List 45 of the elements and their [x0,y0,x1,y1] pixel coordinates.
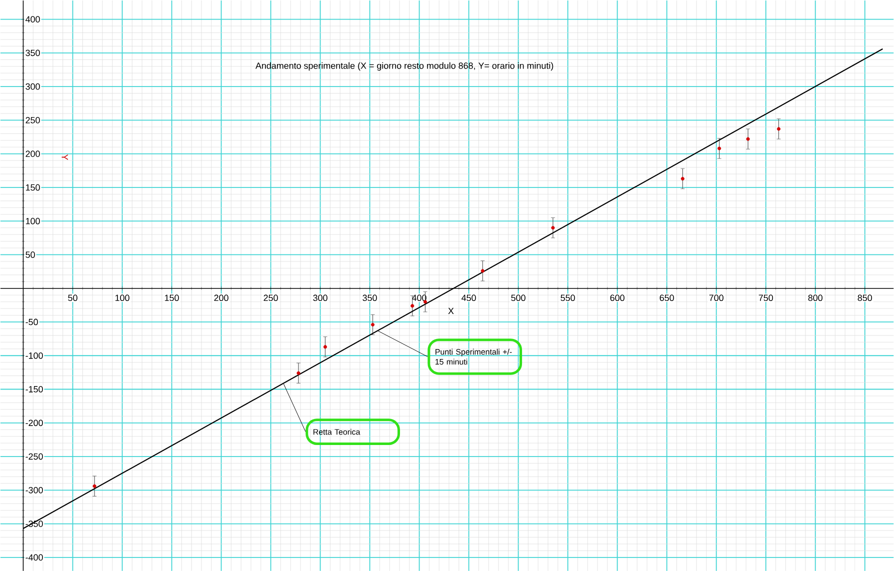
point [718,146,722,150]
y-tick-label: 50 [26,251,35,258]
x-tick-label: 550 [560,294,575,301]
x-tick-label: 50 [68,294,78,301]
y-tick-label: -150 [26,386,43,392]
y-tick-label: 250 [26,116,40,124]
y-tick-label: -250 [26,453,43,460]
point [92,484,96,488]
x-tick-label: 200 [214,294,228,301]
point [296,371,300,375]
y-tick-label: 150 [26,184,40,190]
x-tick-label: 600 [610,294,624,301]
text: Andamento sperimentale (X = giorno resto modulo 868, Y= orario in minuti) [255,62,554,70]
y-tick-label: 400 [26,16,40,22]
point [323,344,328,349]
point [776,126,780,131]
y-tick-label: -50 [26,318,38,326]
point [410,304,414,308]
x-tick-label: 150 [164,294,179,301]
x-tick-label: 100 [115,294,130,301]
point [680,176,684,180]
y-tick-label: -400 [26,554,43,560]
x-tick-label: 850 [858,294,872,301]
point [551,226,555,230]
x-tick-label: 700 [709,294,724,301]
point [480,268,484,272]
y-tick-label: 350 [26,50,40,56]
point [746,137,750,141]
x-tick-label: 750 [758,294,773,301]
x-tick-label: 450 [462,294,476,301]
x-tick-label: 650 [660,294,674,301]
x-tick-label: 300 [313,294,328,301]
x-tick-label: 350 [362,294,377,301]
x-tick-label: 250 [264,294,278,301]
y-tick-label: 200 [26,150,40,157]
x-tick-label: 500 [511,294,526,301]
y-tick-label: -300 [26,486,43,494]
y-tick-label: -100 [26,352,43,359]
point [370,322,375,326]
y-tick-label: -200 [26,420,43,426]
y-axis-title: Y [62,154,68,160]
x-axis-title: X [448,308,454,314]
y-tick-label: 100 [26,218,40,224]
y-tick-label: 300 [26,83,40,90]
x-tick-label: 800 [808,294,822,301]
